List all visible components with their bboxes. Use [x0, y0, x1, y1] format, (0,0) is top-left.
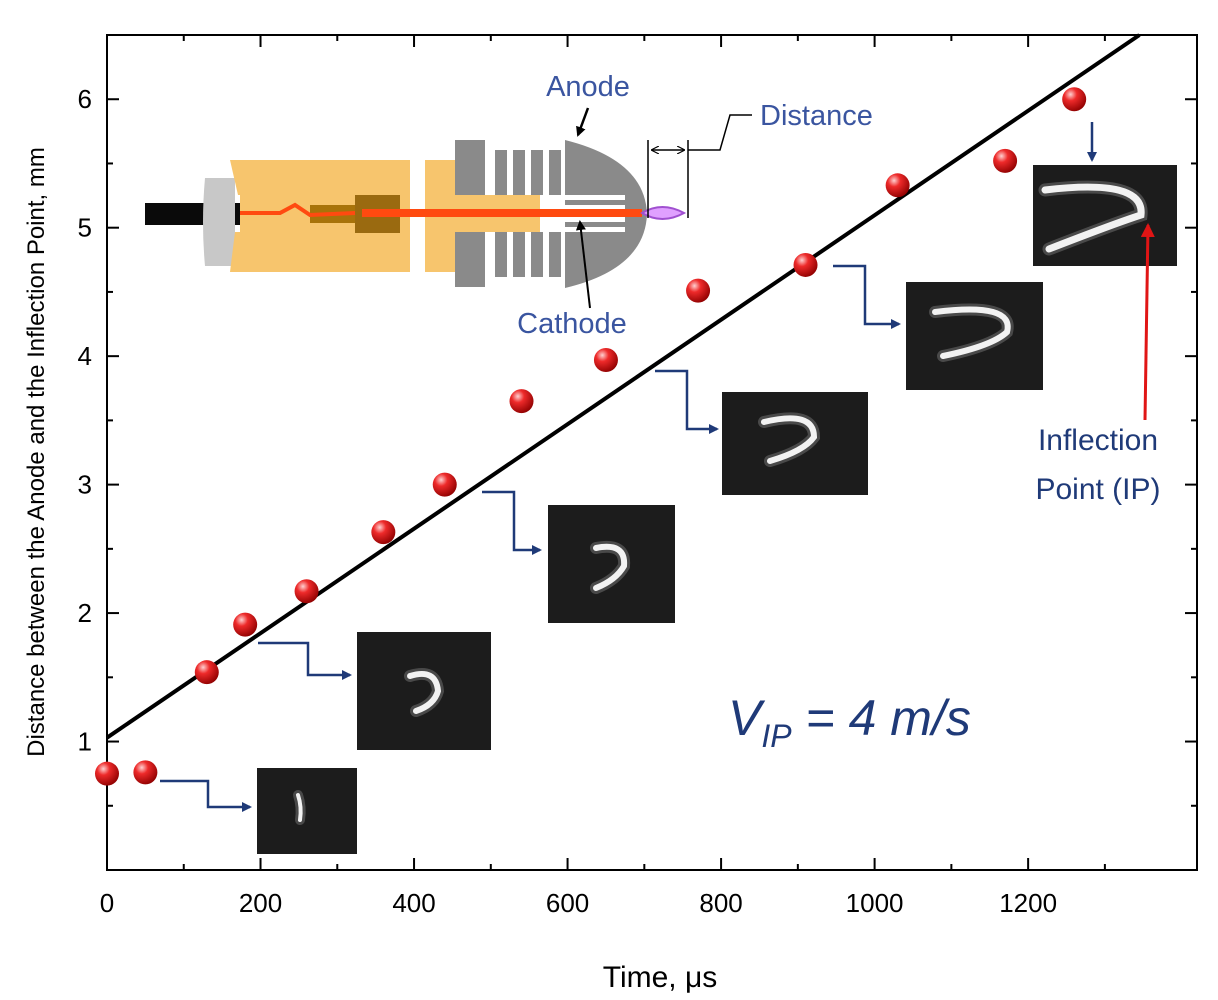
x-tick-label: 1200	[999, 888, 1057, 918]
inset-t3	[655, 369, 868, 495]
inset-t4	[833, 264, 1043, 390]
tick-labels: 0 200 400 600 800 1000 1200 1 2 3 4 5 6	[78, 84, 1058, 918]
inset-t4-frame	[906, 282, 1043, 390]
velocity-symbol: V	[728, 690, 766, 746]
inset-t1	[258, 632, 491, 750]
x-tick-label: 1000	[846, 888, 904, 918]
inset-t0-arc	[296, 793, 303, 822]
ip-label-line2: Point (IP)	[1035, 473, 1160, 506]
data-point	[95, 761, 119, 786]
y-tick-label: 3	[78, 470, 92, 500]
inset-t3-pointer-arrow	[655, 369, 719, 434]
inset-images	[160, 122, 1177, 854]
y-tick-label: 5	[78, 213, 92, 243]
fit-line	[105, 33, 1141, 740]
tick-marks	[106, 35, 1197, 870]
data-point	[593, 348, 618, 373]
ip-label-line1: Inflection	[1038, 424, 1158, 457]
data-point	[133, 760, 158, 785]
x-tick-label: 0	[100, 888, 114, 918]
inset-t1-pointer-arrow	[258, 641, 352, 680]
velocity-value: = 4 m/s	[792, 690, 971, 746]
data-point	[371, 520, 396, 545]
data-point	[686, 278, 711, 303]
inset-t0-pointer-arrow	[160, 779, 252, 812]
inset-t2-arc	[593, 543, 628, 591]
inset-t2	[482, 490, 675, 623]
inset-t1-frame	[357, 632, 491, 750]
y-tick-label: 6	[78, 84, 92, 114]
velocity-subscript: IP	[761, 718, 792, 754]
data-point	[885, 173, 910, 198]
inset-t3-arc	[761, 415, 818, 464]
inset-t4-pointer-arrow	[833, 264, 901, 329]
inset-t4-arc	[932, 306, 1011, 359]
inset-t1-arc	[407, 670, 442, 714]
data-point	[993, 148, 1018, 173]
data-point	[194, 660, 219, 685]
x-tick-label: 200	[239, 888, 282, 918]
inset-t0	[160, 768, 357, 854]
data-point	[432, 472, 457, 497]
y-axis-title: Distance between the Anode and the Infle…	[23, 147, 50, 757]
data-point	[233, 612, 258, 637]
data-point	[793, 252, 818, 277]
anode-label: Anode	[546, 71, 630, 103]
x-tick-label: 800	[699, 888, 742, 918]
ip-red-arrow	[1140, 223, 1155, 421]
inset-t3-frame	[722, 392, 868, 495]
electrode-diagram: Anode Cathode Distance	[145, 71, 873, 340]
data-point	[294, 579, 319, 604]
inset-t0-frame	[257, 768, 357, 854]
inset-t5-arc	[1041, 183, 1145, 253]
x-axis-title: Time, μs	[603, 961, 718, 994]
data-points	[95, 87, 1087, 786]
inset-t5	[1033, 122, 1177, 266]
distance-label: Distance	[760, 100, 873, 132]
data-point	[509, 389, 534, 414]
x-tick-label: 600	[546, 888, 589, 918]
inset-t2-pointer-arrow	[482, 490, 542, 555]
cathode-label: Cathode	[517, 308, 627, 340]
data-point	[1062, 87, 1087, 112]
y-tick-label: 4	[78, 341, 92, 371]
velocity-annotation: VIP = 4 m/s	[728, 690, 971, 754]
y-tick-label: 2	[78, 598, 92, 628]
plot-frame	[106, 34, 1198, 871]
y-tick-label: 1	[78, 727, 92, 757]
x-tick-label: 400	[392, 888, 435, 918]
inset-t2-frame	[548, 505, 675, 623]
